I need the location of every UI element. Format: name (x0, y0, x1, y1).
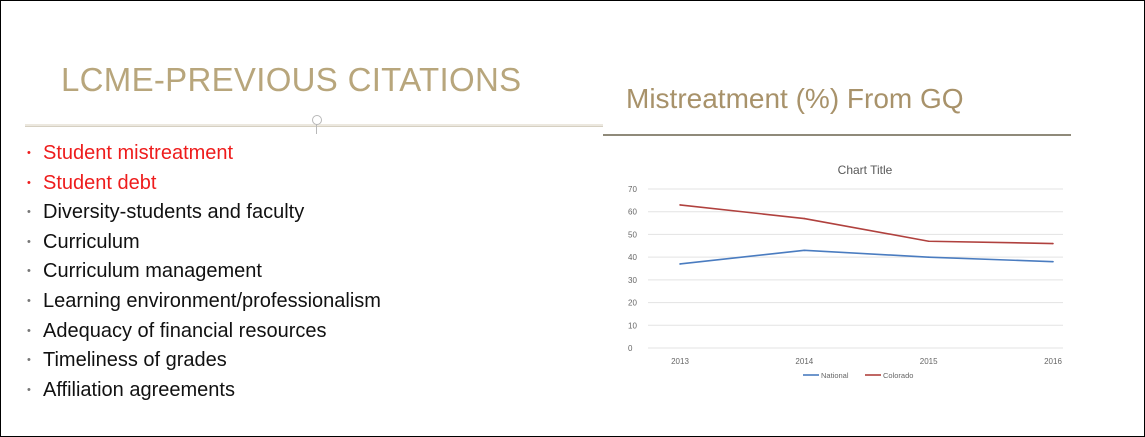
y-tick-label: 40 (628, 253, 637, 262)
data-point (927, 240, 930, 243)
y-tick-label: 10 (628, 321, 637, 330)
title-divider (25, 126, 603, 127)
right-title-divider (603, 134, 1071, 136)
x-tick-label: 2015 (920, 357, 938, 366)
citation-item: • Affiliation agreements (25, 376, 381, 406)
series-line-national (679, 249, 1054, 265)
citation-text: Diversity-students and faculty (43, 201, 305, 224)
legend-label: National (821, 371, 849, 380)
citation-item: • Student mistreatment (25, 139, 381, 169)
citations-list: • Student mistreatment • Student debt • Diver… (25, 139, 381, 405)
citation-text: Adequacy of financial resources (43, 319, 327, 342)
data-point (1052, 260, 1054, 263)
data-point (803, 249, 806, 252)
bullet-icon: • (27, 354, 31, 367)
chart-title: Chart Title (838, 163, 893, 177)
resize-handle-stem (316, 124, 317, 134)
citation-text: Student mistreatment (43, 142, 234, 164)
y-tick-label: 20 (628, 299, 637, 308)
citation-item: • Adequacy of financial resources (25, 317, 381, 347)
citation-text: Timeliness of grades (43, 349, 227, 372)
citation-item: • Diversity-students and faculty (25, 198, 381, 228)
citation-text: Student debt (43, 171, 157, 194)
bullet-icon: • (27, 265, 31, 278)
y-tick-label: 30 (628, 276, 637, 285)
citation-item: • Learning environment/professionalism (25, 287, 381, 317)
title-divider-shade (25, 124, 603, 127)
bullet-icon: • (27, 176, 31, 189)
resize-handle-icon[interactable] (312, 115, 322, 125)
data-point (679, 263, 681, 265)
bullet-icon: • (27, 294, 31, 307)
bullet-icon: • (27, 383, 31, 396)
data-point (927, 256, 930, 258)
y-tick-label: 50 (628, 230, 637, 239)
citation-item: • Timeliness of grades (25, 346, 381, 376)
right-title: Mistreatment (%) From GQ (626, 83, 964, 114)
bullet-icon: • (27, 206, 31, 219)
citation-text: Curriculum management (43, 260, 262, 283)
x-tick-label: 2014 (795, 357, 813, 366)
data-point (803, 217, 806, 220)
x-tick-label: 2013 (671, 357, 689, 366)
y-tick-label: 60 (628, 208, 637, 217)
bullet-icon: • (27, 147, 31, 159)
citation-item: • Student debt (25, 169, 381, 199)
citation-text: Learning environment/professionalism (43, 289, 381, 312)
citation-item: • Curriculum management (25, 257, 381, 287)
data-point (1052, 242, 1054, 245)
y-tick-label: 0 (628, 344, 633, 353)
bullet-icon: • (27, 324, 31, 337)
citation-item: • Curriculum (25, 228, 381, 258)
legend-label: Colorado (883, 371, 913, 380)
series-line-colorado (679, 204, 1054, 245)
y-tick-label: 70 (628, 185, 637, 194)
line-chart: Chart Title 0 10 20 30 40 50 60 70 2013 2014 2015 20… (628, 163, 1063, 380)
data-point (679, 204, 681, 206)
x-tick-label: 2016 (1044, 357, 1062, 366)
left-title: LCME-PREVIOUS CITATIONS (61, 61, 522, 98)
bullet-icon: • (27, 235, 31, 248)
citation-text: Curriculum (43, 230, 140, 253)
citation-text: Affiliation agreements (43, 378, 235, 401)
chart-container: Chart Title 0 10 20 30 40 50 60 70 2013 2014 2015 20… (618, 156, 1068, 396)
